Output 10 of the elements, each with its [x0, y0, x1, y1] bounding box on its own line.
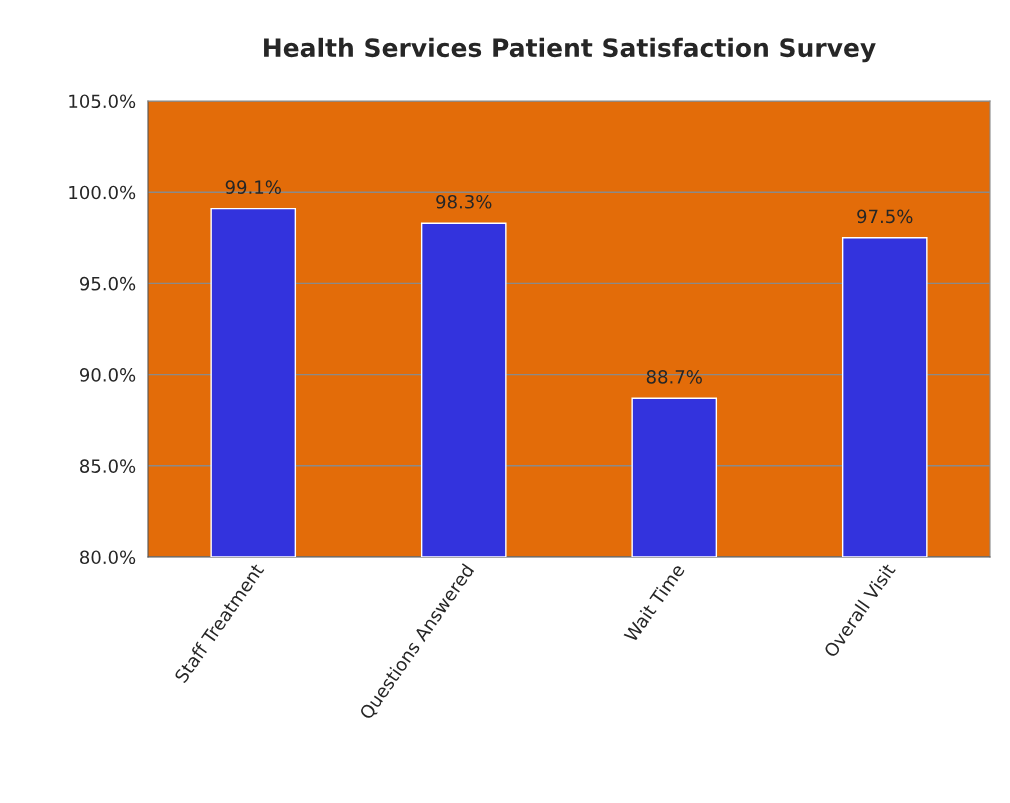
- y-tick-label: 85.0%: [80, 459, 136, 473]
- y-tick-label: 105.0%: [69, 94, 136, 109]
- y-tick-label: 90.0%: [79, 368, 136, 382]
- y-tick-label: 100.0%: [69, 185, 136, 200]
- y-tick-label: 95.0%: [79, 276, 136, 291]
- chart-title: Health Services Patient Satisfaction Survey: [264, 37, 876, 63]
- data-label: 99.1%: [225, 180, 281, 195]
- data-label: 97.5%: [857, 209, 913, 224]
- data-label: 98.3%: [436, 194, 492, 209]
- y-tick-label: 80.0%: [80, 550, 136, 565]
